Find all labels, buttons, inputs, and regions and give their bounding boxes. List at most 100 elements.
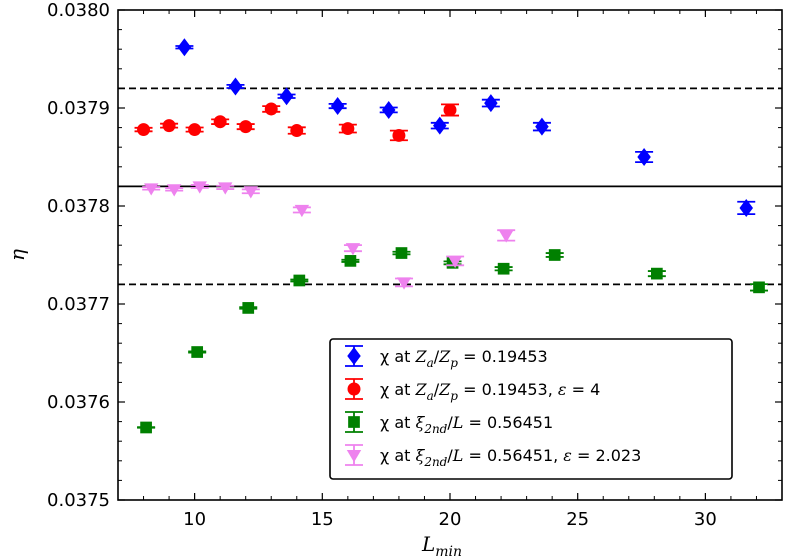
legend-label-slash: / — [447, 446, 453, 465]
legend-label-slash: / — [434, 347, 440, 366]
data-point — [345, 243, 361, 256]
data-point — [447, 255, 463, 269]
axis-labels: Lmin η — [5, 249, 462, 557]
legend-label: χ at ξ2nd/L = 0.56451 — [380, 413, 553, 436]
data-point — [341, 122, 355, 136]
data-point — [242, 302, 255, 314]
data-point — [294, 204, 310, 218]
data-point — [381, 100, 396, 119]
legend-label-var2: L — [452, 413, 464, 432]
legend-label-eps-value: = 2.023 — [572, 446, 641, 465]
legend-entry-chi-za-zp-eps4: χ at Za/Zp = 0.19453, ε = 4 — [345, 378, 600, 403]
y-tick-label: 0.0377 — [47, 294, 110, 315]
data-point — [290, 124, 304, 138]
data-point — [396, 277, 412, 290]
legend-label-eps-value: = 4 — [567, 380, 601, 399]
data-point — [753, 281, 765, 294]
legend-label-var: Z — [415, 347, 428, 366]
legend-label-prefix: χ at — [380, 347, 416, 366]
legend-label-sub: 2nd — [423, 455, 447, 469]
legend-label-prefix: χ at — [380, 446, 416, 465]
data-point — [243, 186, 258, 199]
data-point — [228, 77, 243, 96]
axis-ticks: 10 15 20 25 30 0.0375 0.0376 0.0377 0.0378 0.0379… — [47, 0, 782, 530]
legend-label-sub: 2nd — [423, 422, 447, 436]
series-layer — [134, 38, 769, 434]
data-point — [140, 421, 152, 434]
legend-label-value: = 0.56451 — [463, 413, 553, 432]
y-tick-label: 0.0379 — [47, 98, 110, 119]
legend-entry-chi-xi-l: χ at ξ2nd/L = 0.56451 — [345, 411, 553, 436]
x-tick-label: 25 — [566, 509, 589, 530]
legend-marker — [348, 416, 360, 428]
legend-label-sub: a — [427, 356, 434, 370]
legend-label-value: = 0.56451, — [463, 446, 563, 465]
legend-label-var: Z — [415, 380, 428, 399]
data-point — [395, 247, 408, 259]
legend-label: χ at Za/Zp = 0.19453, ε = 4 — [380, 380, 600, 403]
legend-label-eps: ε — [558, 380, 567, 399]
legend-box — [329, 338, 733, 480]
legend-entry-chi-xi-l-eps: χ at ξ2nd/L = 0.56451, ε = 2.023 — [345, 444, 641, 469]
legend-label-sub2: p — [450, 356, 458, 370]
x-axis-label-main: L — [421, 532, 435, 556]
series-chi-xi-l-eps — [142, 181, 516, 290]
legend-label-var: ξ — [416, 446, 426, 465]
legend-marker — [347, 382, 361, 396]
data-point — [484, 94, 498, 113]
legend-marker — [346, 449, 362, 463]
legend-label-value: = 0.19453 — [458, 347, 548, 366]
data-point — [177, 38, 192, 57]
data-point — [739, 198, 753, 217]
y-tick-label: 0.0375 — [47, 490, 110, 511]
data-point — [213, 115, 227, 129]
legend-label-var2: Z — [438, 380, 451, 399]
y-tick-label: 0.0376 — [47, 392, 110, 413]
data-point — [191, 346, 204, 358]
data-point — [497, 262, 510, 275]
legend-label: χ at ξ2nd/L = 0.56451, ε = 2.023 — [380, 446, 641, 469]
data-point — [162, 119, 176, 133]
data-point — [192, 181, 207, 194]
legend-label-var2: L — [452, 446, 464, 465]
data-point — [344, 255, 357, 267]
data-point — [137, 123, 151, 137]
data-point — [264, 102, 278, 116]
data-point — [498, 230, 514, 243]
data-point — [293, 274, 306, 287]
legend-label-prefix: χ at — [380, 413, 416, 432]
legend-label-sub2: p — [450, 389, 458, 403]
y-tick-label: 0.0378 — [47, 196, 110, 217]
legend-label-var2: Z — [438, 347, 451, 366]
legend-label-var: ξ — [416, 413, 426, 432]
legend-label-sub: a — [427, 389, 434, 403]
x-tick-label: 15 — [311, 509, 334, 530]
legend-label-prefix: χ at — [380, 380, 416, 399]
data-point — [239, 120, 253, 134]
legend-marker — [347, 347, 361, 365]
legend-label-value: = 0.19453, — [458, 380, 558, 399]
data-point — [548, 249, 561, 261]
legend-label: χ at Za/Zp = 0.19453 — [380, 347, 548, 370]
data-point — [330, 97, 345, 116]
data-point — [188, 123, 202, 137]
x-axis-label: Lmin — [421, 532, 462, 557]
data-point — [637, 148, 651, 166]
data-point — [443, 103, 457, 117]
y-tick-label: 0.0380 — [47, 0, 110, 21]
legend-entry-chi-za-zp: χ at Za/Zp = 0.19453 — [345, 345, 548, 370]
data-point — [392, 128, 406, 142]
data-point — [144, 183, 159, 196]
data-point — [218, 182, 233, 195]
x-tick-label: 30 — [694, 509, 717, 530]
data-point — [433, 116, 447, 135]
data-point — [279, 87, 294, 106]
x-tick-label: 20 — [439, 509, 462, 530]
x-axis-label-sub: min — [435, 544, 462, 557]
legend-label-slash: / — [434, 380, 440, 399]
data-point — [535, 117, 549, 136]
legend-label-slash: / — [447, 413, 453, 432]
legend-label-eps: ε — [563, 446, 572, 465]
y-axis-label: η — [5, 249, 29, 261]
